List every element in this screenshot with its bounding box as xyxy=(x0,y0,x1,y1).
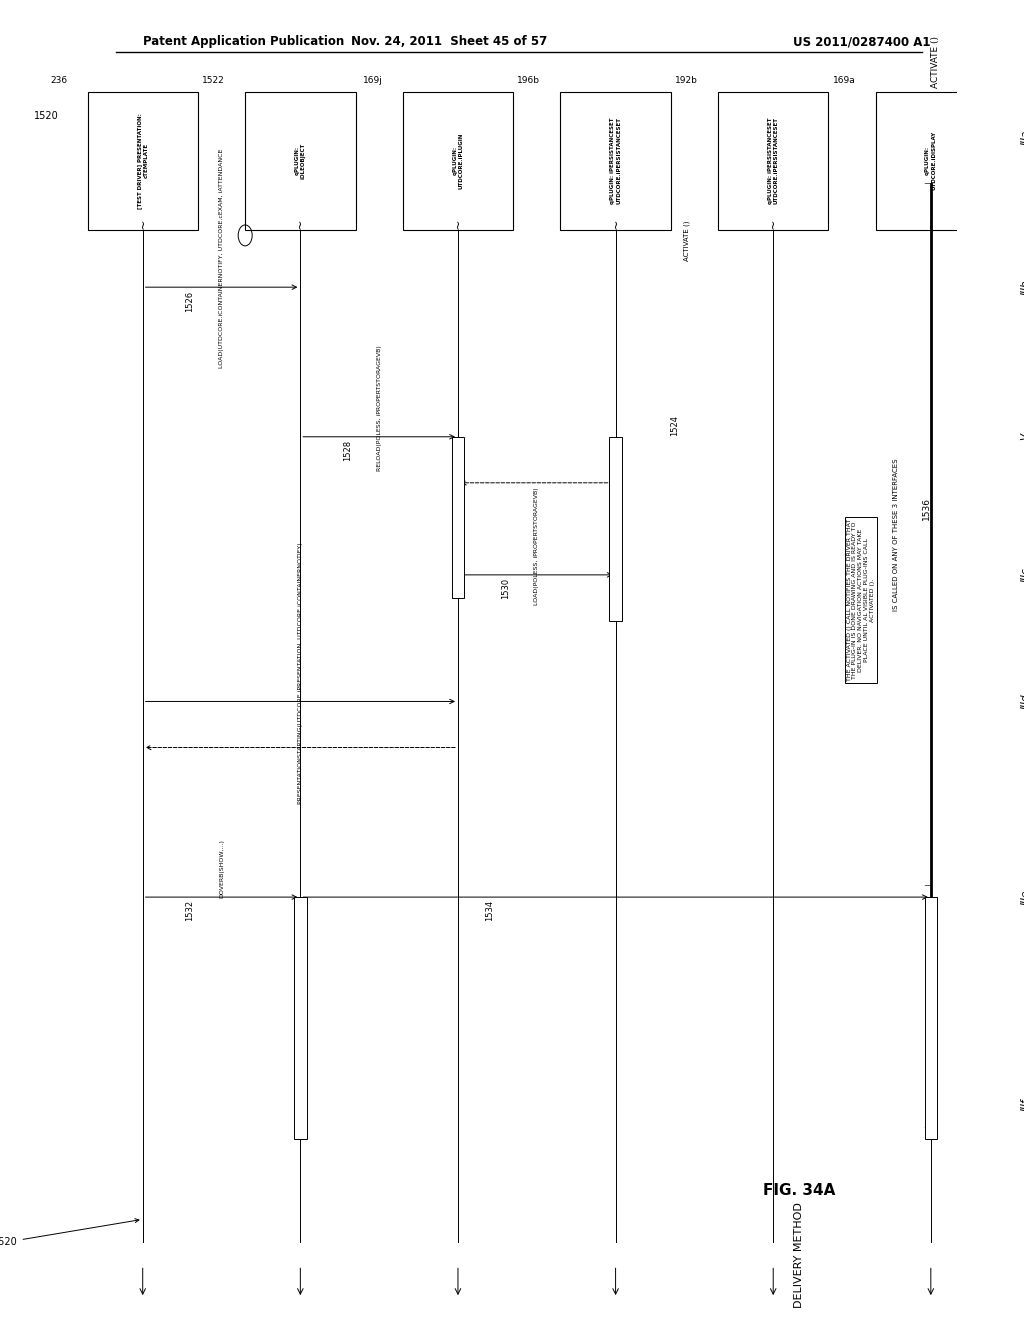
Text: qPLUGIN: iPERSISTANCESET
UTDCORE.iPERSISTANCESET: qPLUGIN: iPERSISTANCESET UTDCORE.iPERSIS… xyxy=(768,117,779,205)
Text: ~: ~ xyxy=(136,219,150,230)
Text: IIId: IIId xyxy=(1020,693,1024,709)
Text: ~: ~ xyxy=(925,219,937,230)
Text: 1520: 1520 xyxy=(34,111,58,121)
Text: qPLUGIN: iPERSISTANCESET
UTDCORE.iPERSISTANCESET: qPLUGIN: iPERSISTANCESET UTDCORE.iPERSIS… xyxy=(610,117,622,205)
Text: 169a: 169a xyxy=(833,77,855,84)
Bar xyxy=(718,91,828,230)
Text: Nov. 24, 2011  Sheet 45 of 57: Nov. 24, 2011 Sheet 45 of 57 xyxy=(351,36,548,49)
Text: ~: ~ xyxy=(609,219,623,230)
Text: 1530: 1530 xyxy=(501,578,510,599)
Text: DOVERB(SHOW,...): DOVERB(SHOW,...) xyxy=(219,840,224,898)
Text: Patent Application Publication: Patent Application Publication xyxy=(142,36,344,49)
Text: qPLUGIN:
UTDCORE.iPLUGIN: qPLUGIN: UTDCORE.iPLUGIN xyxy=(453,132,464,189)
Text: 192b: 192b xyxy=(675,77,698,84)
Text: $\dashv$: $\dashv$ xyxy=(922,1122,933,1133)
Text: THE ACTIVATED () CALL NOTIFIES THE DRIVER THAT
THE PLUG-IN IS DONE DRAWING AND I: THE ACTIVATED () CALL NOTIFIES THE DRIVE… xyxy=(847,519,874,681)
Text: ~: ~ xyxy=(452,219,465,230)
Bar xyxy=(402,91,513,230)
Text: [TEST DRIVER] PRESENTATION:
cTEMPLATE: [TEST DRIVER] PRESENTATION: cTEMPLATE xyxy=(137,112,148,209)
Text: $\dashv$: $\dashv$ xyxy=(922,880,933,891)
Text: $\dashv$: $\dashv$ xyxy=(922,178,933,189)
Text: FIG. 34A: FIG. 34A xyxy=(763,1183,836,1197)
Text: IIIe: IIIe xyxy=(1020,890,1024,904)
Bar xyxy=(560,91,671,230)
Text: LOAD(POLESS, iPROPERTSTORAGEVB): LOAD(POLESS, iPROPERTSTORAGEVB) xyxy=(535,487,540,605)
Text: DELIVERY METHOD: DELIVERY METHOD xyxy=(795,1203,805,1308)
Text: IIIa: IIIa xyxy=(1020,129,1024,145)
Text: 1528: 1528 xyxy=(343,440,352,461)
Text: qPLUGIN:
UTDCORE.iDISPLAY: qPLUGIN: UTDCORE.iDISPLAY xyxy=(926,131,936,190)
Text: ACTIVATE (): ACTIVATE () xyxy=(931,36,940,88)
Bar xyxy=(294,898,306,1139)
Text: 1536: 1536 xyxy=(922,496,931,520)
Text: RELOAD(POLESS, iPROPERTSTORAGEVB): RELOAD(POLESS, iPROPERTSTORAGEVB) xyxy=(377,345,382,471)
Text: LOAD(UTDCORE.iCONTAINERNOTIFY, UTDCORE.cEXAM, iATTENDANCE: LOAD(UTDCORE.iCONTAINERNOTIFY, UTDCORE.c… xyxy=(219,149,224,368)
Text: PRESENTATIONSTARTING(UTDCORE.iPRESENTATION, UTDCORE.iCONTAINERNOTIFY): PRESENTATIONSTARTING(UTDCORE.iPRESENTATI… xyxy=(298,543,303,804)
Bar xyxy=(925,898,937,1139)
Text: IS CALLED ON ANY OF THESE 3 INTERFACES: IS CALLED ON ANY OF THESE 3 INTERFACES xyxy=(893,458,899,611)
Text: 1522: 1522 xyxy=(203,77,225,84)
Text: IIIf: IIIf xyxy=(1020,1098,1024,1110)
Bar xyxy=(609,437,622,620)
Bar xyxy=(245,91,355,230)
Text: 1524: 1524 xyxy=(670,414,679,436)
Text: IIIb: IIIb xyxy=(1020,280,1024,294)
Bar xyxy=(87,91,198,230)
Text: 236: 236 xyxy=(50,77,68,84)
Text: IIIc: IIIc xyxy=(1020,568,1024,582)
Text: V: V xyxy=(1020,433,1024,441)
Text: ~: ~ xyxy=(767,219,779,230)
Text: 169j: 169j xyxy=(362,77,383,84)
Bar xyxy=(452,437,464,598)
Text: ~: ~ xyxy=(294,219,307,230)
Text: US 2011/0287400 A1: US 2011/0287400 A1 xyxy=(794,36,931,49)
Text: 1520: 1520 xyxy=(0,1218,139,1247)
Text: 1532: 1532 xyxy=(185,900,195,921)
Text: qPLUGIN:
iOLEOBJECT: qPLUGIN: iOLEOBJECT xyxy=(295,143,306,178)
Text: 196b: 196b xyxy=(517,77,541,84)
Text: 1534: 1534 xyxy=(485,900,494,921)
Text: ACTIVATE (): ACTIVATE () xyxy=(683,220,690,261)
Bar xyxy=(876,91,986,230)
Text: 1526: 1526 xyxy=(185,290,195,312)
